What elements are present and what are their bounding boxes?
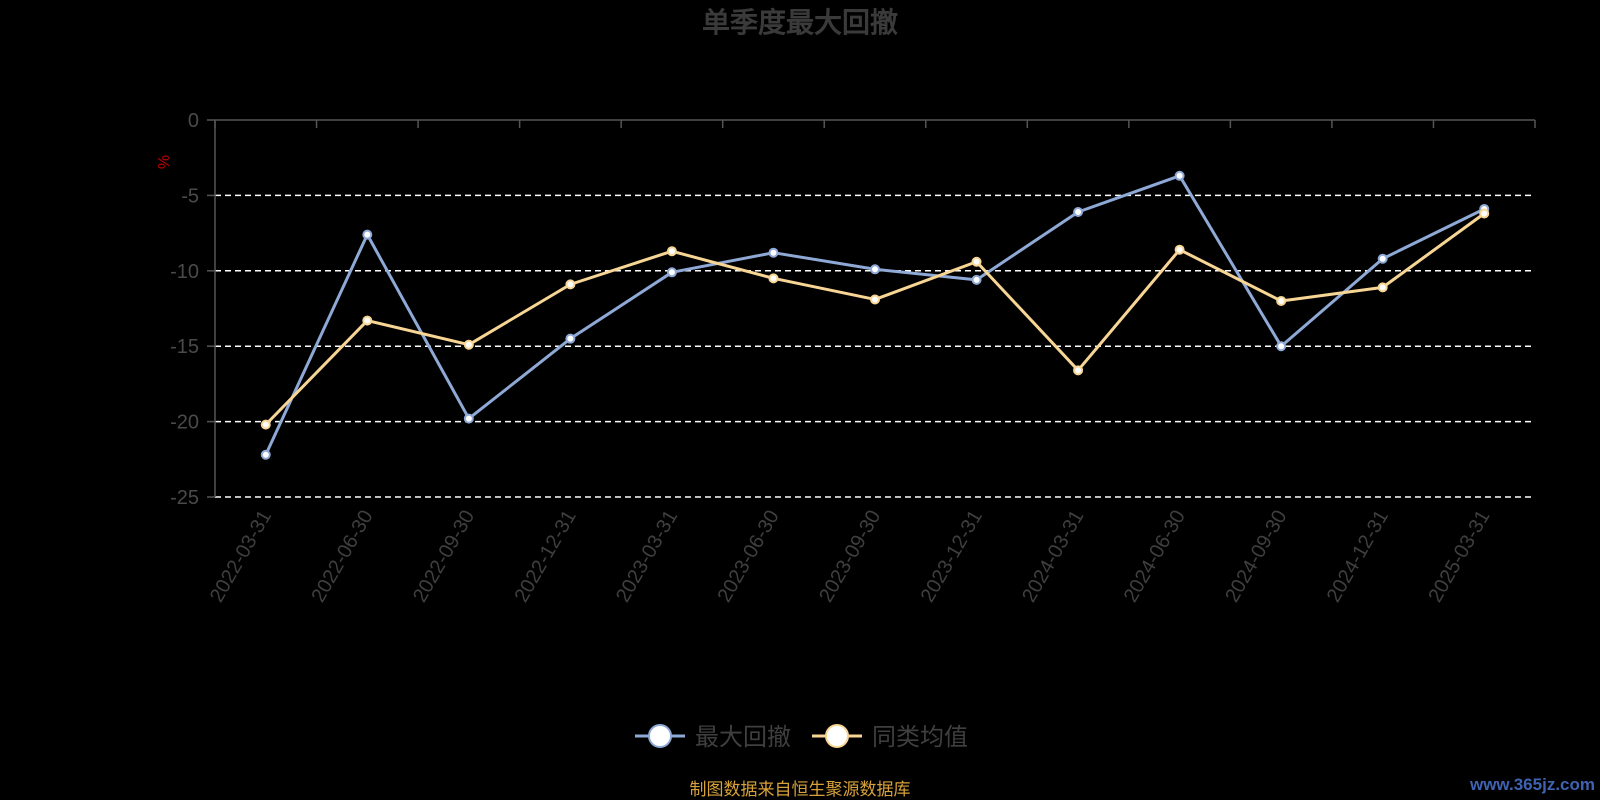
- data-point: [870, 264, 880, 275]
- y-tick-label: -5: [181, 185, 199, 207]
- data-point: [1276, 295, 1287, 306]
- data-point: [565, 333, 576, 344]
- data-point: [463, 339, 474, 350]
- data-point: [666, 246, 677, 257]
- data-point: [666, 267, 677, 278]
- data-point: [362, 315, 373, 326]
- data-point: [463, 413, 474, 424]
- series-line: [264, 174, 1485, 456]
- x-tick-label: 2022-09-30: [409, 507, 479, 607]
- y-tick-label: -25: [170, 487, 199, 509]
- data-point: [260, 449, 271, 460]
- data-point: [1377, 282, 1388, 293]
- data-point: [362, 229, 373, 240]
- x-tick-label: 2023-12-31: [917, 507, 987, 607]
- x-tick-label: 2025-03-31: [1424, 507, 1494, 607]
- y-tick-label: -10: [170, 261, 199, 283]
- data-point: [1377, 253, 1388, 264]
- data-point: [260, 419, 271, 430]
- watermark: www.365jz.com: [1469, 775, 1595, 794]
- y-tick-labels: 0 -5 -10 -15 -20 -25: [170, 110, 199, 509]
- x-tick-label: 2024-09-30: [1221, 507, 1291, 607]
- data-point: [1174, 244, 1185, 255]
- x-tick-label: 2024-12-31: [1323, 507, 1393, 607]
- data-point: [565, 279, 576, 290]
- x-tick-labels: 2022-03-31 2022-06-30 2022-09-30 2022-12-31…: [206, 507, 1495, 607]
- x-tick-label: 2022-03-31: [206, 507, 276, 607]
- data-point: [1174, 170, 1185, 181]
- x-tick-label: 2022-06-30: [307, 507, 377, 607]
- data-point: [971, 274, 982, 285]
- legend-item[interactable]: 最大回撤: [635, 724, 791, 751]
- y-tick-label: -20: [170, 412, 199, 434]
- series-lines: [260, 170, 1490, 460]
- legend-label: 最大回撤: [695, 724, 791, 751]
- legend-label: 同类均值: [872, 724, 968, 751]
- x-tick-label: 2023-03-31: [612, 507, 682, 607]
- data-point: [768, 247, 779, 258]
- x-tick-label: 2023-06-30: [714, 507, 784, 607]
- legend[interactable]: 最大回撤 同类均值: [635, 724, 968, 751]
- source-note: 制图数据来自恒生聚源数据库: [690, 780, 911, 799]
- data-point: [1073, 206, 1084, 217]
- data-point: [971, 256, 982, 267]
- data-point: [870, 294, 880, 305]
- legend-item[interactable]: 同类均值: [812, 724, 968, 751]
- y-tick-label: -15: [170, 336, 199, 358]
- x-tick-label: 2023-09-30: [815, 507, 885, 607]
- data-point: [1276, 341, 1287, 352]
- x-tick-label: 2024-06-30: [1120, 507, 1190, 607]
- data-point: [768, 273, 779, 284]
- data-point: [1073, 365, 1084, 376]
- x-tick-label: 2024-03-31: [1018, 507, 1088, 607]
- y-tick-label: 0: [188, 110, 199, 132]
- axes: [207, 119, 1536, 498]
- legend-marker: [648, 724, 672, 748]
- series-line: [264, 212, 1486, 426]
- grid-lines: [215, 194, 1535, 498]
- legend-marker: [825, 724, 849, 748]
- y-axis-unit: %: [154, 155, 171, 169]
- data-point: [1479, 208, 1490, 219]
- chart-title: 单季度最大回撤: [702, 6, 898, 38]
- x-tick-label: 2022-12-31: [511, 507, 581, 607]
